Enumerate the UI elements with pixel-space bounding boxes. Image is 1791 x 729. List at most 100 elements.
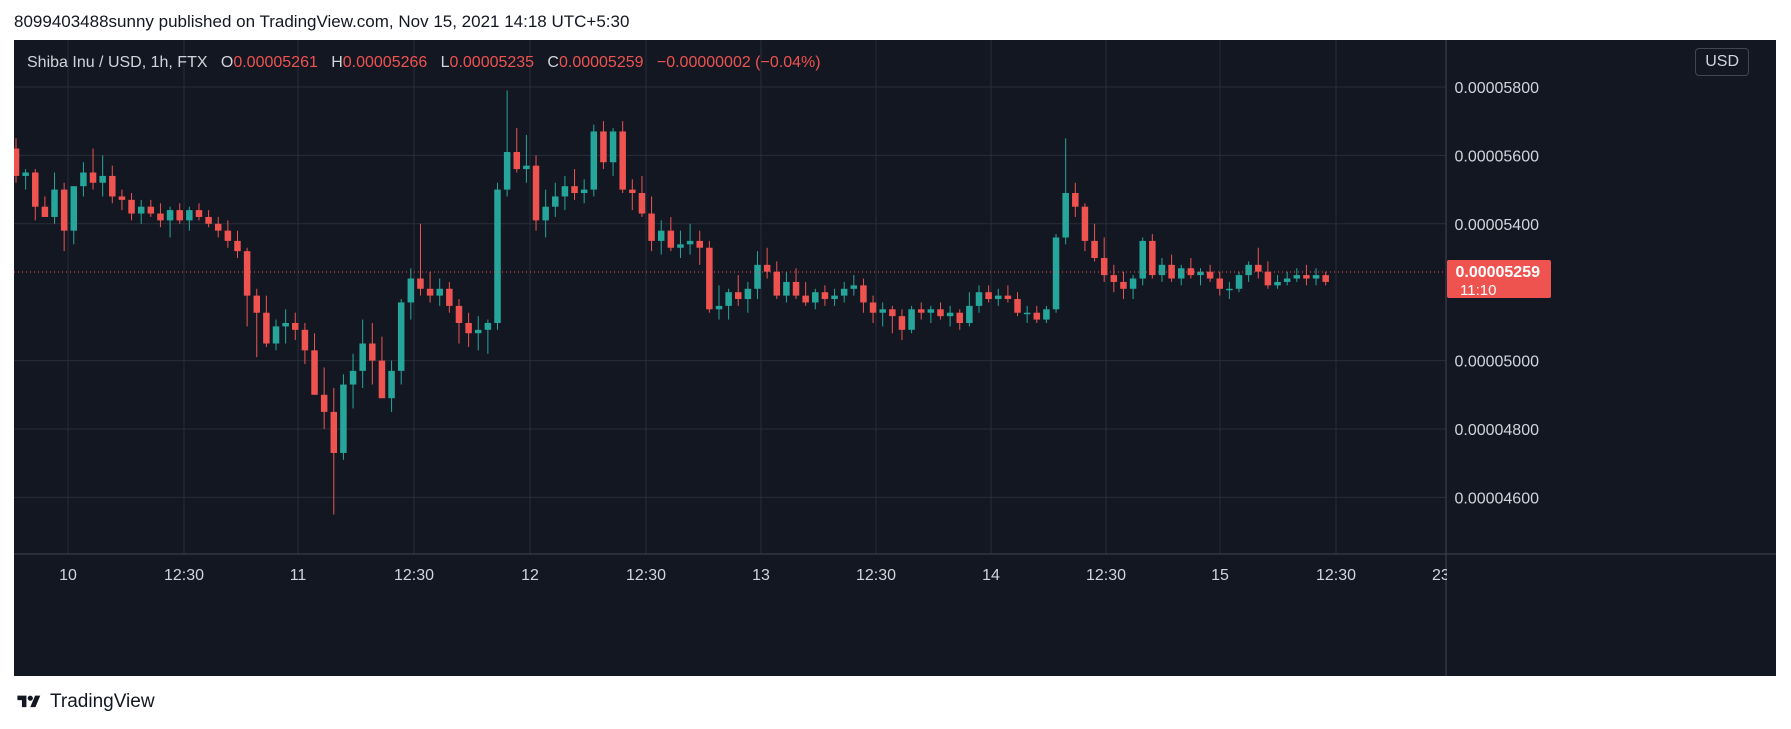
candle-body[interactable] bbox=[446, 288, 453, 306]
candle-body[interactable] bbox=[1235, 275, 1243, 289]
candle-body[interactable] bbox=[889, 309, 896, 317]
candle-body[interactable] bbox=[388, 370, 395, 399]
candle-body[interactable] bbox=[157, 213, 164, 221]
candle-body[interactable] bbox=[821, 292, 829, 300]
candle-body[interactable] bbox=[349, 370, 357, 385]
candle-body[interactable] bbox=[552, 196, 559, 207]
candle-body[interactable] bbox=[282, 322, 289, 327]
candle-body[interactable] bbox=[14, 148, 20, 176]
candle-body[interactable] bbox=[99, 175, 106, 183]
candle-body[interactable] bbox=[513, 151, 521, 170]
candle-body[interactable] bbox=[600, 131, 607, 163]
candle-body[interactable] bbox=[186, 210, 193, 221]
candle-body[interactable] bbox=[243, 251, 251, 296]
candle-body[interactable] bbox=[1158, 264, 1166, 276]
candle-body[interactable] bbox=[89, 172, 97, 183]
candle-body[interactable] bbox=[465, 322, 472, 334]
candle-body[interactable] bbox=[455, 305, 463, 323]
candle-body[interactable] bbox=[1129, 278, 1137, 289]
candle-body[interactable] bbox=[1033, 312, 1041, 320]
candle-body[interactable] bbox=[715, 305, 723, 310]
candle-body[interactable] bbox=[426, 288, 434, 296]
candle-body[interactable] bbox=[571, 186, 578, 194]
candle-body[interactable] bbox=[474, 329, 482, 334]
candle-body[interactable] bbox=[792, 281, 800, 296]
candle-body[interactable] bbox=[619, 131, 626, 190]
candle-body[interactable] bbox=[1177, 268, 1185, 279]
candle-body[interactable] bbox=[80, 172, 87, 187]
candle-body[interactable] bbox=[927, 309, 935, 313]
candle-body[interactable] bbox=[812, 292, 819, 303]
candle-body[interactable] bbox=[292, 322, 299, 330]
candle-body[interactable] bbox=[1255, 264, 1262, 272]
candle-body[interactable] bbox=[330, 411, 338, 453]
candle-body[interactable] bbox=[484, 322, 492, 330]
symbol-label[interactable]: Shiba Inu / USD, 1h, FTX bbox=[27, 54, 208, 71]
candle-body[interactable] bbox=[850, 285, 858, 289]
candle-body[interactable] bbox=[946, 312, 954, 317]
candle-body[interactable] bbox=[609, 131, 617, 163]
candle-body[interactable] bbox=[638, 193, 646, 214]
candle-body[interactable] bbox=[561, 186, 569, 197]
candle-body[interactable] bbox=[176, 210, 183, 221]
candle-body[interactable] bbox=[32, 172, 39, 207]
candle-body[interactable] bbox=[763, 264, 771, 272]
candle-body[interactable] bbox=[860, 285, 867, 303]
candle-body[interactable] bbox=[147, 206, 155, 214]
candle-body[interactable] bbox=[523, 165, 530, 170]
candle-body[interactable] bbox=[1322, 275, 1329, 282]
candle-body[interactable] bbox=[1283, 278, 1291, 282]
candle-body[interactable] bbox=[205, 216, 212, 224]
candle-body[interactable] bbox=[648, 213, 655, 241]
candle-body[interactable] bbox=[975, 292, 983, 306]
candle-body[interactable] bbox=[1014, 299, 1021, 313]
candle-body[interactable] bbox=[1206, 271, 1214, 279]
candle-body[interactable] bbox=[359, 343, 366, 371]
candle-body[interactable] bbox=[1100, 258, 1108, 276]
candle-body[interactable] bbox=[224, 230, 232, 241]
candle-body[interactable] bbox=[263, 312, 270, 344]
candle-body[interactable] bbox=[1303, 275, 1310, 279]
candle-body[interactable] bbox=[436, 288, 443, 296]
candle-body[interactable] bbox=[696, 240, 703, 248]
candle-body[interactable] bbox=[494, 189, 501, 323]
candle-body[interactable] bbox=[1264, 271, 1272, 286]
candle-body[interactable] bbox=[1004, 295, 1012, 300]
currency-button[interactable]: USD bbox=[1695, 48, 1749, 76]
candle-body[interactable] bbox=[1062, 193, 1069, 238]
candle-body[interactable] bbox=[840, 288, 848, 296]
candle-body[interactable] bbox=[995, 295, 1002, 300]
candle-body[interactable] bbox=[1043, 309, 1050, 320]
candle-body[interactable] bbox=[417, 278, 424, 289]
candle-body[interactable] bbox=[1081, 206, 1089, 241]
candle-body[interactable] bbox=[195, 210, 203, 217]
candle-body[interactable] bbox=[311, 350, 318, 395]
candle-body[interactable] bbox=[542, 206, 549, 221]
candle-body[interactable] bbox=[667, 230, 675, 248]
candle-body[interactable] bbox=[657, 230, 665, 241]
candle-body[interactable] bbox=[70, 186, 78, 231]
candle-body[interactable] bbox=[898, 316, 906, 330]
candle-body[interactable] bbox=[1149, 240, 1156, 276]
candle-body[interactable] bbox=[879, 309, 886, 313]
candle-body[interactable] bbox=[118, 196, 126, 200]
candle-body[interactable] bbox=[869, 302, 877, 313]
candle-body[interactable] bbox=[1216, 278, 1224, 289]
candle-body[interactable] bbox=[234, 240, 241, 252]
candle-body[interactable] bbox=[917, 309, 925, 313]
candle-body[interactable] bbox=[677, 244, 684, 248]
candle-body[interactable] bbox=[1226, 288, 1233, 291]
candle-body[interactable] bbox=[802, 295, 809, 303]
candle-body[interactable] bbox=[1072, 193, 1079, 207]
candle-body[interactable] bbox=[985, 292, 992, 300]
candle-body[interactable] bbox=[1110, 275, 1118, 282]
candle-body[interactable] bbox=[51, 189, 58, 217]
candle-body[interactable] bbox=[590, 131, 598, 190]
candle-body[interactable] bbox=[686, 240, 694, 245]
candle-body[interactable] bbox=[1120, 281, 1127, 289]
candle-body[interactable] bbox=[831, 295, 838, 300]
candle-body[interactable] bbox=[272, 326, 280, 344]
candle-body[interactable] bbox=[706, 247, 713, 310]
candle-body[interactable] bbox=[580, 189, 588, 194]
candle-body[interactable] bbox=[1023, 312, 1031, 315]
